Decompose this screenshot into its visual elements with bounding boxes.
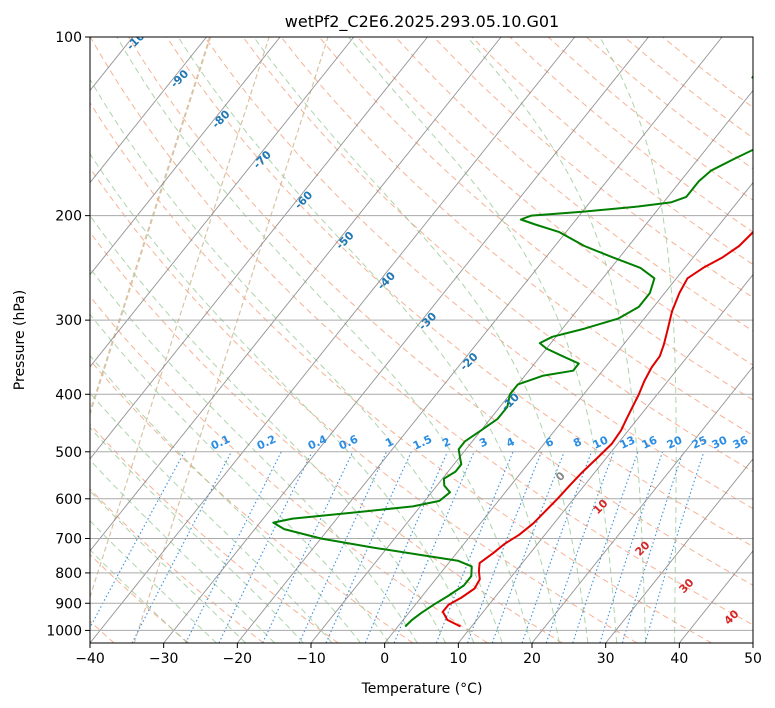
isotherm-line	[605, 458, 753, 643]
isotherm-line	[163, 37, 649, 643]
plot-frame	[89, 36, 754, 644]
x-tick-label: −20	[223, 651, 253, 667]
isotherm-line	[90, 37, 355, 368]
moist-adiabat	[90, 426, 304, 643]
y-tick-label: 600	[55, 492, 82, 508]
moist-adiabat	[90, 459, 276, 643]
hazard-curve	[90, 37, 212, 416]
mixing-ratio-line	[90, 451, 185, 629]
dry-adiabat	[166, 37, 753, 548]
y-tick-label: 700	[55, 532, 82, 548]
moist-adiabat	[90, 490, 247, 643]
isotherm-line	[310, 89, 753, 643]
mixing-ratio-line	[491, 451, 565, 643]
y-tick-label: 300	[55, 313, 82, 329]
mixing-ratio-line	[325, 451, 412, 643]
x-tick-label: −30	[149, 651, 179, 667]
dewpoint-profile-line	[272, 75, 753, 628]
dry-adiabat	[433, 37, 753, 299]
chart-title: wetPf2_C2E6.2025.293.05.10.G01	[285, 12, 559, 32]
mixing-ratio-line	[572, 451, 639, 643]
dry-adiabat	[90, 37, 753, 626]
mixing-ratio-label: 25	[690, 433, 709, 451]
isotherm-line	[236, 37, 723, 643]
axis-layer: −40 −30 −20 −10 0 10 20 30 40 50 100 200 300 400 500 60…	[46, 30, 762, 667]
y-axis-title: Pressure (hPa)	[12, 290, 28, 390]
x-tick-label: 20	[523, 651, 541, 667]
mixing-ratio-line	[621, 451, 684, 643]
isotherm-line	[90, 37, 502, 552]
y-tick-label: 500	[55, 445, 82, 461]
mixing-ratio-line	[545, 451, 615, 643]
y-tick-label: 400	[55, 387, 82, 403]
x-tick-label: −10	[296, 651, 326, 667]
moist-adiabat	[90, 152, 475, 643]
hazard-curve	[133, 37, 329, 643]
isotherm-line	[90, 37, 576, 643]
moist-adiabat	[467, 37, 647, 643]
x-tick-label: 40	[670, 651, 688, 667]
temperature-profile-line	[441, 230, 753, 628]
mixing-ratio-line	[131, 451, 232, 643]
mixing-ratio-label: 13	[618, 433, 637, 451]
y-tick-label: 1000	[46, 623, 82, 639]
x-tick-label: −40	[75, 651, 105, 667]
mixing-ratio-line	[185, 451, 282, 643]
isotherm-line	[90, 37, 428, 460]
x-axis-title: Temperature (°C)	[361, 681, 483, 697]
dry-adiabat	[90, 101, 712, 643]
mixing-ratio-line	[364, 451, 449, 643]
dry-adiabat	[318, 37, 753, 401]
moist-adiabat	[90, 78, 503, 643]
dry-adiabat	[395, 37, 753, 332]
isotherm-line	[531, 366, 753, 643]
x-tick-label: 30	[597, 651, 615, 667]
hazard-curve	[90, 37, 270, 599]
y-tick-label: 200	[55, 209, 82, 225]
mixing-ratio-label: 20	[665, 433, 685, 451]
y-tick-label: 900	[55, 596, 82, 612]
series-layer	[272, 75, 753, 628]
mixing-ratio-label: 30	[710, 433, 730, 451]
dry-adiabat	[90, 423, 339, 643]
dry-adiabat	[204, 37, 753, 510]
mixing-ratio-line	[644, 451, 705, 643]
moist-adiabat	[253, 37, 589, 643]
dry-adiabat	[90, 553, 190, 643]
mixing-ratio-label: 36	[731, 433, 751, 451]
moist-adiabat	[90, 267, 418, 643]
grid-layer	[90, 37, 753, 643]
dry-adiabat	[357, 37, 753, 366]
mixing-ratio-label: 16	[640, 433, 660, 451]
dry-adiabat	[128, 37, 753, 586]
mixing-ratio-line	[521, 451, 593, 643]
isotherm-line	[457, 273, 753, 643]
moist-adiabat	[90, 520, 217, 643]
mixing-ratio-label: 10	[591, 433, 611, 451]
moist-adiabat	[90, 313, 390, 643]
mixing-ratio-line	[599, 451, 664, 643]
y-tick-label: 800	[55, 566, 82, 582]
moist-adiabat	[90, 549, 188, 643]
y-tick-label: 100	[55, 30, 82, 46]
x-tick-label: 50	[744, 651, 762, 667]
dry-adiabat	[90, 231, 563, 643]
mixing-ratio-line	[218, 451, 313, 643]
moist-adiabat	[599, 37, 677, 643]
moist-adiabat	[90, 214, 447, 643]
mixing-ratio-line	[466, 451, 543, 643]
dry-adiabat	[90, 295, 488, 643]
isotherm-line	[90, 37, 207, 184]
isotherm-line	[384, 181, 753, 643]
x-tick-label: 10	[449, 651, 467, 667]
isotherm-line	[90, 37, 281, 276]
x-tick-label: 0	[380, 651, 389, 667]
dry-adiabat	[90, 167, 638, 643]
